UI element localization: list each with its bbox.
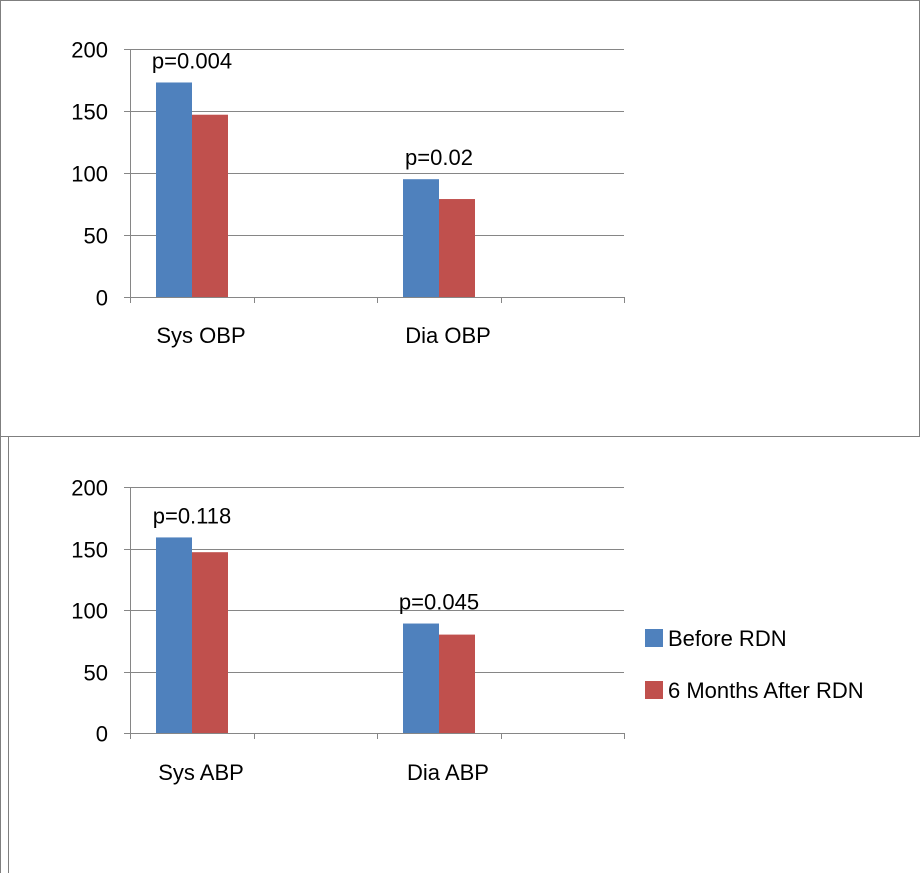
bar xyxy=(192,552,228,733)
y-tick-label: 0 xyxy=(96,722,108,747)
y-tick-label: 150 xyxy=(71,538,108,563)
y-tick-label: 100 xyxy=(71,162,108,187)
legend-label: 6 Months After RDN xyxy=(668,678,864,703)
bar xyxy=(439,634,475,733)
legend-swatch xyxy=(645,681,663,699)
y-tick-label: 200 xyxy=(71,476,108,501)
x-tick-label: Dia OBP xyxy=(405,323,491,348)
data-label: p=0.118 xyxy=(153,503,232,528)
bar xyxy=(439,199,475,297)
bar xyxy=(192,114,228,297)
bar xyxy=(403,623,439,733)
y-tick-label: 50 xyxy=(84,661,108,686)
data-label: p=0.02 xyxy=(405,145,473,170)
bar xyxy=(156,537,192,733)
y-tick-label: 50 xyxy=(84,224,108,249)
legend-label: Before RDN xyxy=(668,626,787,651)
chart-legend: Before RDN 6 Months After RDN xyxy=(645,626,864,703)
y-tick-label: 150 xyxy=(71,100,108,125)
y-tick-label: 0 xyxy=(96,286,108,311)
data-label: p=0.004 xyxy=(152,48,232,73)
data-label: p=0.045 xyxy=(399,590,479,615)
x-tick-label: Dia ABP xyxy=(407,760,489,785)
x-tick-label: Sys ABP xyxy=(158,760,244,785)
y-tick-label: 100 xyxy=(71,599,108,624)
x-tick-label: Sys OBP xyxy=(156,323,245,348)
legend-swatch xyxy=(645,629,663,647)
bar xyxy=(403,179,439,297)
bar xyxy=(156,82,192,297)
y-tick-label: 200 xyxy=(71,38,108,63)
chart-office-bp: 0 50 100 150 200 Sys OBP p=0.004 Dia OBP p=0.02 xyxy=(71,38,625,348)
chart-ambulatory-bp: 0 50 100 150 200 Sys ABP p=0.118 Dia ABP p=0.045 xyxy=(71,476,625,785)
